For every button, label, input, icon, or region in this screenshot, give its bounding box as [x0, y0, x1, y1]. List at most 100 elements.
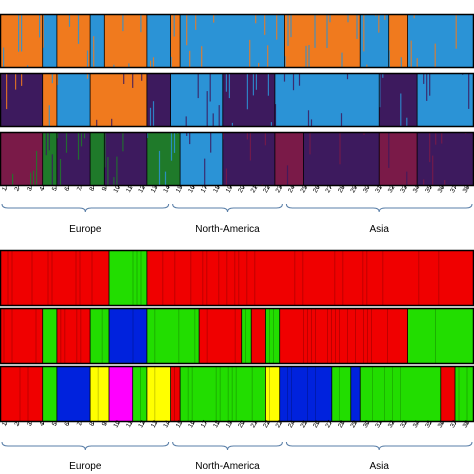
- admixture-strand: [146, 132, 149, 139]
- admixture-strand: [170, 132, 173, 161]
- cluster-segment: [274, 73, 380, 127]
- admixture-strand: [222, 132, 224, 140]
- population-tick-label: 14: [162, 184, 172, 194]
- cluster-segment: [56, 366, 91, 422]
- cluster-segment: [241, 308, 252, 364]
- region-brace: [285, 203, 473, 213]
- admixture-strand: [197, 73, 199, 99]
- admixture-strand: [206, 91, 208, 127]
- admixture-strand: [51, 73, 53, 84]
- population-tick-label: 2: [13, 421, 21, 428]
- population-tick-label: 29: [349, 419, 359, 429]
- population-tick-label: 13: [150, 184, 160, 194]
- population-tick-label: 11: [125, 184, 135, 194]
- admixture-strand: [284, 56, 286, 68]
- admixture-strand: [42, 14, 44, 48]
- admixture-strand: [122, 132, 124, 152]
- region-brace: [1, 441, 170, 451]
- admixture-strand: [455, 14, 457, 49]
- population-tick-label: 4: [38, 186, 46, 193]
- cluster-segment: [146, 308, 199, 364]
- cluster-segment: [146, 366, 171, 422]
- region-label: Asia: [369, 224, 389, 235]
- population-tick-label: 19: [225, 184, 235, 194]
- admixture-strand: [173, 132, 176, 153]
- cluster-segment: [407, 308, 474, 364]
- admixture-strand: [152, 101, 155, 127]
- admixture-strand: [426, 73, 428, 101]
- population-tick-label: 7: [76, 186, 84, 193]
- cluster-segment: [170, 366, 181, 422]
- cluster-segment: [180, 132, 223, 186]
- admixture-strand: [3, 47, 5, 68]
- population-tick-label: 5: [51, 186, 59, 193]
- admixture-strand: [111, 118, 113, 127]
- admixture-strand: [86, 73, 89, 79]
- cluster-segment: [42, 14, 57, 68]
- admixture-strand: [434, 43, 436, 68]
- population-tick-label: 22: [262, 184, 272, 194]
- cluster-segment: [90, 366, 110, 422]
- admixture-strand: [173, 14, 175, 37]
- admixture-strand: [30, 172, 32, 186]
- cluster-segment: [42, 366, 57, 422]
- cluster-segment: [251, 308, 266, 364]
- population-tick-label: 36: [437, 419, 447, 429]
- population-tick-label: 32: [387, 419, 397, 429]
- population-tick-label: 10: [112, 419, 122, 429]
- admixture-strand: [347, 14, 349, 23]
- admixture-strand: [416, 58, 418, 68]
- cluster-segment: [90, 308, 110, 364]
- population-tick-label: 37: [449, 419, 459, 429]
- region-brace: [172, 441, 283, 451]
- admixture-strand: [185, 116, 187, 127]
- admixture-strand: [209, 73, 211, 102]
- population-tick-label: 8: [88, 421, 96, 428]
- admixture-strand: [231, 122, 233, 127]
- admixture-strand: [80, 132, 83, 147]
- population-tick-label: 10: [112, 184, 122, 194]
- admixture-strand: [152, 57, 155, 68]
- population-tick-label: 17: [200, 184, 210, 194]
- population-tick-label: 33: [399, 184, 409, 194]
- admixture-strand: [298, 73, 301, 86]
- admixture-strand: [246, 73, 248, 110]
- cluster-segment: [279, 308, 408, 364]
- admixture-strand: [68, 14, 71, 27]
- admixture-strand: [170, 56, 172, 68]
- admixture-strand: [15, 73, 17, 90]
- cluster-segment: [109, 366, 133, 422]
- population-tick-label: 25: [299, 184, 309, 194]
- cluster-segment: [0, 132, 43, 186]
- population-tick-label: 5: [51, 421, 59, 428]
- admixture-strand: [388, 132, 390, 168]
- population-tick-label: 30: [362, 419, 372, 429]
- admixture-strand: [225, 73, 227, 92]
- admixture-strand: [255, 14, 257, 24]
- cluster-segment: [180, 366, 266, 422]
- admixture-strand: [123, 73, 125, 84]
- population-tick-label: 15: [175, 184, 185, 194]
- cluster-segment: [331, 366, 351, 422]
- region-label: Europe: [69, 461, 102, 472]
- admixture-strand: [286, 165, 289, 186]
- admixture-strand: [270, 122, 272, 127]
- population-tick-label: 24: [287, 184, 297, 194]
- admixture-strand: [384, 14, 386, 20]
- population-tick-label: 27: [324, 184, 334, 194]
- admixture-strand: [83, 132, 86, 139]
- population-tick-label: 22: [262, 419, 272, 429]
- admixture-strand: [128, 63, 130, 68]
- population-tick-label: 6: [63, 186, 71, 193]
- population-tick-label: 8: [88, 186, 96, 193]
- admixture-strand: [258, 62, 260, 68]
- cluster-segment: [146, 14, 171, 68]
- population-tick-label: 28: [337, 419, 347, 429]
- admixture-strand: [329, 14, 331, 23]
- admixture-strand: [56, 73, 59, 85]
- population-tick-label: 19: [225, 419, 235, 429]
- admixture-strand: [287, 14, 289, 46]
- population-tick-label: 3: [26, 421, 34, 428]
- admixture-strand: [406, 117, 408, 127]
- admixture-strand: [276, 14, 278, 40]
